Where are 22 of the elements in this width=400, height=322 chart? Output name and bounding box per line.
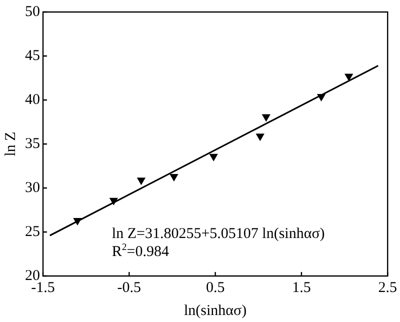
point: [262, 114, 270, 122]
y-tick-label: 25: [25, 224, 40, 240]
annotation: ln Z=31.80255+5.05107 ln(sinhασ): [112, 226, 325, 242]
x-axis-title: ln(sinhασ): [184, 302, 247, 319]
y-tick-label: 40: [25, 92, 40, 108]
point: [210, 154, 218, 161]
point: [317, 94, 326, 101]
point: [344, 74, 353, 81]
y-axis-title: ln Z: [2, 132, 19, 156]
y-tick-label: 50: [25, 4, 40, 20]
y-tick-label: 30: [25, 180, 40, 196]
point: [74, 218, 82, 226]
point: [137, 178, 146, 185]
x-tick-label: -0.5: [117, 280, 142, 296]
point: [110, 198, 118, 205]
x-tick-label: 2.5: [378, 280, 397, 296]
y-tick-label: 45: [25, 48, 40, 64]
x-tick-label: 0.5: [206, 280, 225, 296]
point: [170, 174, 178, 182]
point: [256, 134, 264, 141]
x-tick-label: 1.5: [292, 280, 311, 296]
y-tick-label: 35: [25, 136, 40, 152]
